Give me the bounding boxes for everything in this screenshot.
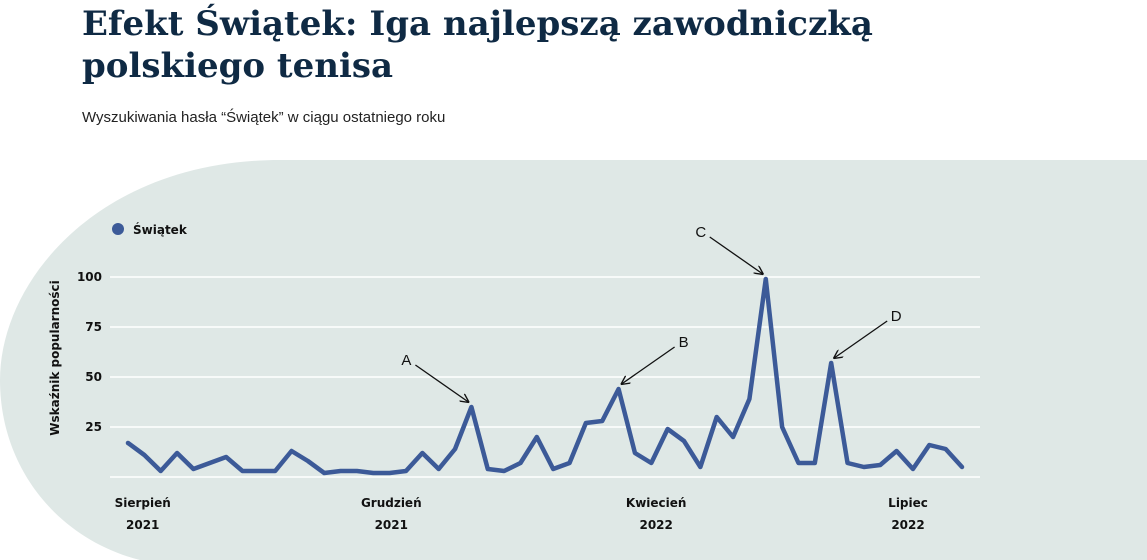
- y-tick-label: 75: [85, 320, 102, 334]
- legend-label: Świątek: [133, 222, 188, 237]
- annotation-label: A: [401, 352, 411, 369]
- chart-title: polskiego tenisa: [82, 46, 393, 86]
- annotation-label: B: [679, 334, 689, 351]
- x-tick-label: 2021: [126, 518, 159, 532]
- legend-marker: [112, 223, 124, 235]
- background: [0, 160, 1147, 560]
- x-tick-label: Lipiec: [888, 496, 928, 510]
- grid: [110, 276, 980, 478]
- annotation-arrow: [709, 236, 763, 274]
- x-tick-label: 2021: [375, 518, 408, 532]
- y-tick-label: 50: [85, 370, 102, 384]
- x-tick-label: 2022: [639, 518, 672, 532]
- chart-title: Efekt Świątek: Iga najlepszą zawodniczką: [82, 3, 873, 44]
- x-tick-label: Sierpień: [115, 496, 171, 510]
- x-tick-label: Kwiecień: [626, 496, 687, 510]
- line: [125, 276, 965, 476]
- annotation-arrow: [834, 320, 888, 358]
- annotation-arrow: [622, 346, 675, 384]
- annotation-label: D: [891, 308, 902, 325]
- plot: [125, 276, 965, 476]
- y-tick-label: 25: [85, 420, 102, 434]
- chart-subtitle: Wyszukiwania hasła “Świątek” w ciągu ost…: [82, 108, 445, 126]
- y-axis-label: Wskaźnik popularności: [48, 280, 62, 436]
- x-tick-label: Grudzień: [361, 496, 422, 510]
- annotation-label: C: [695, 224, 706, 241]
- x-tick-label: 2022: [891, 518, 924, 532]
- y-tick-label: 100: [77, 270, 102, 284]
- annotation-arrow: [415, 364, 468, 402]
